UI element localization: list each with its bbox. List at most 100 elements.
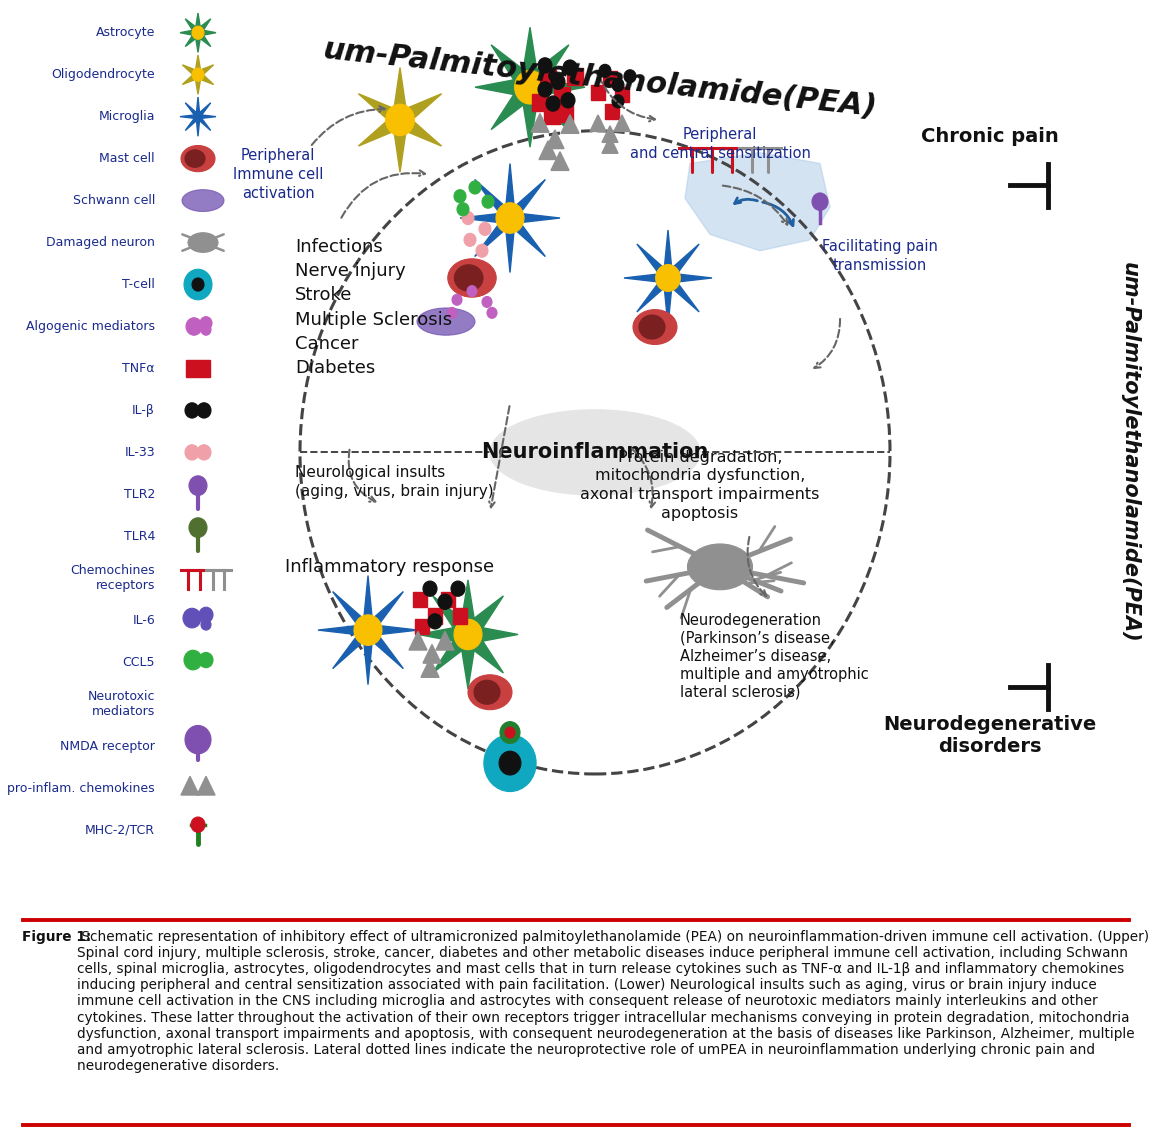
Text: Inflammatory response: Inflammatory response (286, 558, 494, 576)
Circle shape (185, 725, 211, 754)
Text: Microglia: Microglia (99, 110, 156, 123)
Ellipse shape (632, 310, 677, 345)
Circle shape (457, 202, 469, 216)
Bar (567, 68, 583, 85)
Circle shape (189, 476, 207, 495)
Ellipse shape (182, 190, 223, 211)
Circle shape (497, 202, 524, 233)
Circle shape (599, 64, 611, 77)
Circle shape (612, 95, 624, 107)
Circle shape (184, 650, 202, 670)
Bar (453, 608, 467, 623)
Bar (615, 87, 629, 103)
Circle shape (452, 294, 462, 305)
Circle shape (192, 278, 204, 291)
Text: Schwann cell: Schwann cell (73, 195, 156, 207)
Ellipse shape (639, 316, 665, 339)
Polygon shape (561, 114, 579, 133)
Polygon shape (602, 137, 617, 154)
Text: Peripheral
and central sensitization: Peripheral and central sensitization (629, 127, 811, 161)
Bar (429, 608, 442, 623)
Text: Algogenic mediators: Algogenic mediators (26, 320, 156, 333)
Circle shape (200, 619, 211, 630)
Circle shape (479, 223, 491, 235)
Circle shape (192, 68, 204, 81)
Ellipse shape (473, 680, 500, 705)
Text: Chronic pain: Chronic pain (922, 127, 1059, 146)
Polygon shape (590, 115, 606, 131)
Polygon shape (685, 153, 829, 251)
Circle shape (538, 81, 552, 97)
Circle shape (429, 614, 442, 629)
Polygon shape (420, 658, 439, 677)
Circle shape (499, 751, 521, 775)
Ellipse shape (490, 409, 700, 495)
Text: Schematic representation of inhibitory effect of ultramicronized palmitoylethano: Schematic representation of inhibitory e… (77, 930, 1150, 1073)
Ellipse shape (688, 544, 752, 589)
Polygon shape (180, 97, 217, 136)
Circle shape (423, 581, 437, 596)
Circle shape (386, 104, 415, 136)
Circle shape (624, 70, 636, 83)
Circle shape (482, 196, 494, 208)
Ellipse shape (448, 259, 497, 297)
Text: MHC-2/TCR: MHC-2/TCR (85, 823, 156, 837)
Bar (558, 105, 573, 122)
Polygon shape (614, 115, 630, 131)
Text: TNFα: TNFα (122, 362, 156, 375)
Circle shape (551, 75, 564, 89)
Ellipse shape (181, 146, 215, 172)
Ellipse shape (468, 675, 511, 709)
Text: Neurodegenerative
disorders: Neurodegenerative disorders (884, 715, 1097, 757)
Bar (591, 85, 605, 101)
Polygon shape (460, 164, 560, 273)
Circle shape (192, 26, 204, 40)
Circle shape (482, 296, 492, 308)
Bar (554, 87, 570, 105)
Ellipse shape (454, 265, 483, 291)
Bar (441, 592, 455, 607)
Ellipse shape (417, 308, 475, 335)
Text: Astrocyte: Astrocyte (96, 26, 156, 40)
Polygon shape (602, 126, 617, 143)
Bar (185, 360, 210, 377)
Text: T-cell: T-cell (122, 278, 156, 291)
Text: um-Palmitoylethanolamide(PEA): um-Palmitoylethanolamide(PEA) (1120, 262, 1140, 642)
Circle shape (505, 727, 515, 739)
Text: Neuroinflammation: Neuroinflammation (482, 442, 708, 463)
Polygon shape (409, 631, 427, 650)
Circle shape (200, 317, 212, 330)
Circle shape (538, 58, 552, 74)
Circle shape (467, 286, 477, 296)
Circle shape (197, 444, 211, 460)
Circle shape (469, 181, 482, 195)
Circle shape (185, 318, 202, 335)
Text: Neurotoxic
mediators: Neurotoxic mediators (88, 690, 156, 718)
Bar (540, 70, 556, 87)
Circle shape (200, 325, 211, 335)
Circle shape (447, 308, 457, 318)
Polygon shape (318, 576, 418, 684)
Bar (414, 592, 427, 607)
Circle shape (354, 615, 382, 646)
Circle shape (462, 211, 473, 225)
Circle shape (197, 403, 211, 418)
Text: Neurodegeneration
(Parkinson’s disease,
Alzheimer’s disease,
multiple and amyotr: Neurodegeneration (Parkinson’s disease, … (680, 613, 869, 700)
Text: Facilitating pain
transmission: Facilitating pain transmission (823, 240, 938, 273)
Circle shape (191, 817, 205, 832)
Circle shape (655, 265, 681, 292)
Circle shape (500, 722, 520, 743)
Text: Figure 1:: Figure 1: (22, 930, 91, 943)
Polygon shape (546, 130, 564, 148)
Circle shape (476, 244, 488, 257)
Circle shape (484, 735, 536, 792)
Polygon shape (180, 14, 217, 52)
Circle shape (450, 581, 465, 596)
Circle shape (184, 269, 212, 300)
Text: Oligodendrocyte: Oligodendrocyte (52, 68, 156, 81)
Polygon shape (358, 68, 441, 172)
Text: Neurological insults
(aging, virus, brain injury): Neurological insults (aging, virus, brai… (295, 465, 493, 499)
Text: CCL5: CCL5 (122, 656, 156, 668)
Text: Protein degradation,
mitochondria dysfunction,
axonal transport impairments
apop: Protein degradation, mitochondria dysfun… (581, 450, 820, 520)
Polygon shape (181, 776, 199, 795)
